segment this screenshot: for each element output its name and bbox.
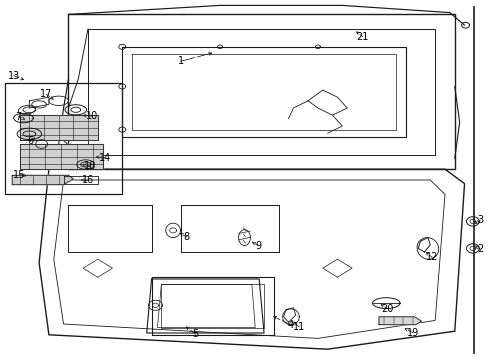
Text: 10: 10 bbox=[85, 111, 98, 121]
Polygon shape bbox=[378, 317, 421, 325]
Text: 14: 14 bbox=[99, 153, 111, 163]
Text: 3: 3 bbox=[476, 215, 482, 225]
Text: 18: 18 bbox=[84, 161, 97, 171]
Text: 7: 7 bbox=[16, 112, 21, 122]
Polygon shape bbox=[20, 115, 98, 140]
Text: 2: 2 bbox=[476, 244, 482, 254]
Text: 12: 12 bbox=[425, 252, 438, 262]
Text: 6: 6 bbox=[27, 136, 33, 147]
Text: 17: 17 bbox=[40, 89, 53, 99]
Text: 13: 13 bbox=[7, 71, 20, 81]
Text: 19: 19 bbox=[406, 328, 418, 338]
Text: 8: 8 bbox=[183, 232, 189, 242]
Text: 11: 11 bbox=[292, 322, 305, 332]
Text: 20: 20 bbox=[381, 304, 393, 314]
Polygon shape bbox=[20, 144, 102, 169]
Text: 16: 16 bbox=[81, 175, 94, 185]
Text: 21: 21 bbox=[356, 32, 368, 42]
Text: 1: 1 bbox=[178, 56, 183, 66]
Text: 5: 5 bbox=[192, 329, 198, 339]
Text: 9: 9 bbox=[255, 240, 261, 251]
Text: 4: 4 bbox=[287, 320, 293, 330]
Text: 15: 15 bbox=[13, 170, 26, 180]
Polygon shape bbox=[12, 175, 73, 185]
